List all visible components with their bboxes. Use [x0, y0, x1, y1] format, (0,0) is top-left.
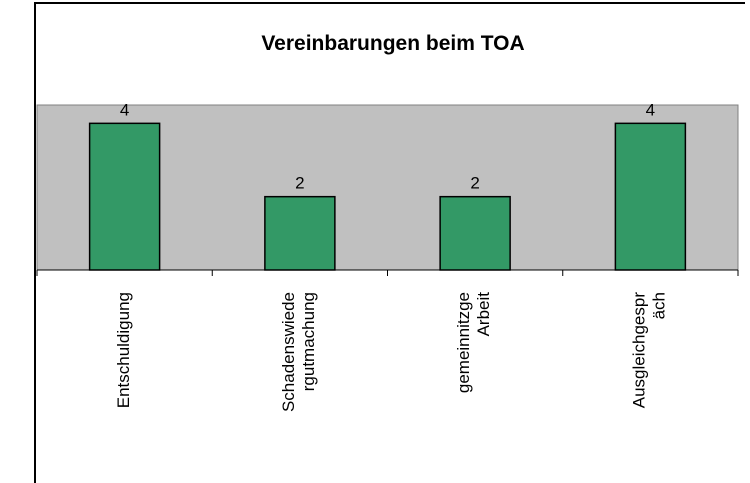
x-tick-label: gemeinnitzgeArbeit	[455, 292, 494, 393]
bar	[614, 122, 687, 271]
bar	[88, 122, 161, 271]
value-label: 2	[470, 174, 479, 193]
value-label: 4	[120, 100, 129, 119]
chart-frame	[34, 2, 745, 483]
chart-title: Vereinbarungen beim TOA	[261, 32, 524, 55]
bar	[264, 195, 336, 271]
bar	[439, 195, 511, 271]
x-tick-label: Schadenswiedergutmachung	[279, 292, 318, 412]
x-tick-label: Entschuldigung	[114, 292, 133, 408]
x-tick-label: Ausgleichgespräch	[630, 292, 669, 409]
value-label: 2	[295, 174, 304, 193]
value-label: 4	[646, 100, 655, 119]
